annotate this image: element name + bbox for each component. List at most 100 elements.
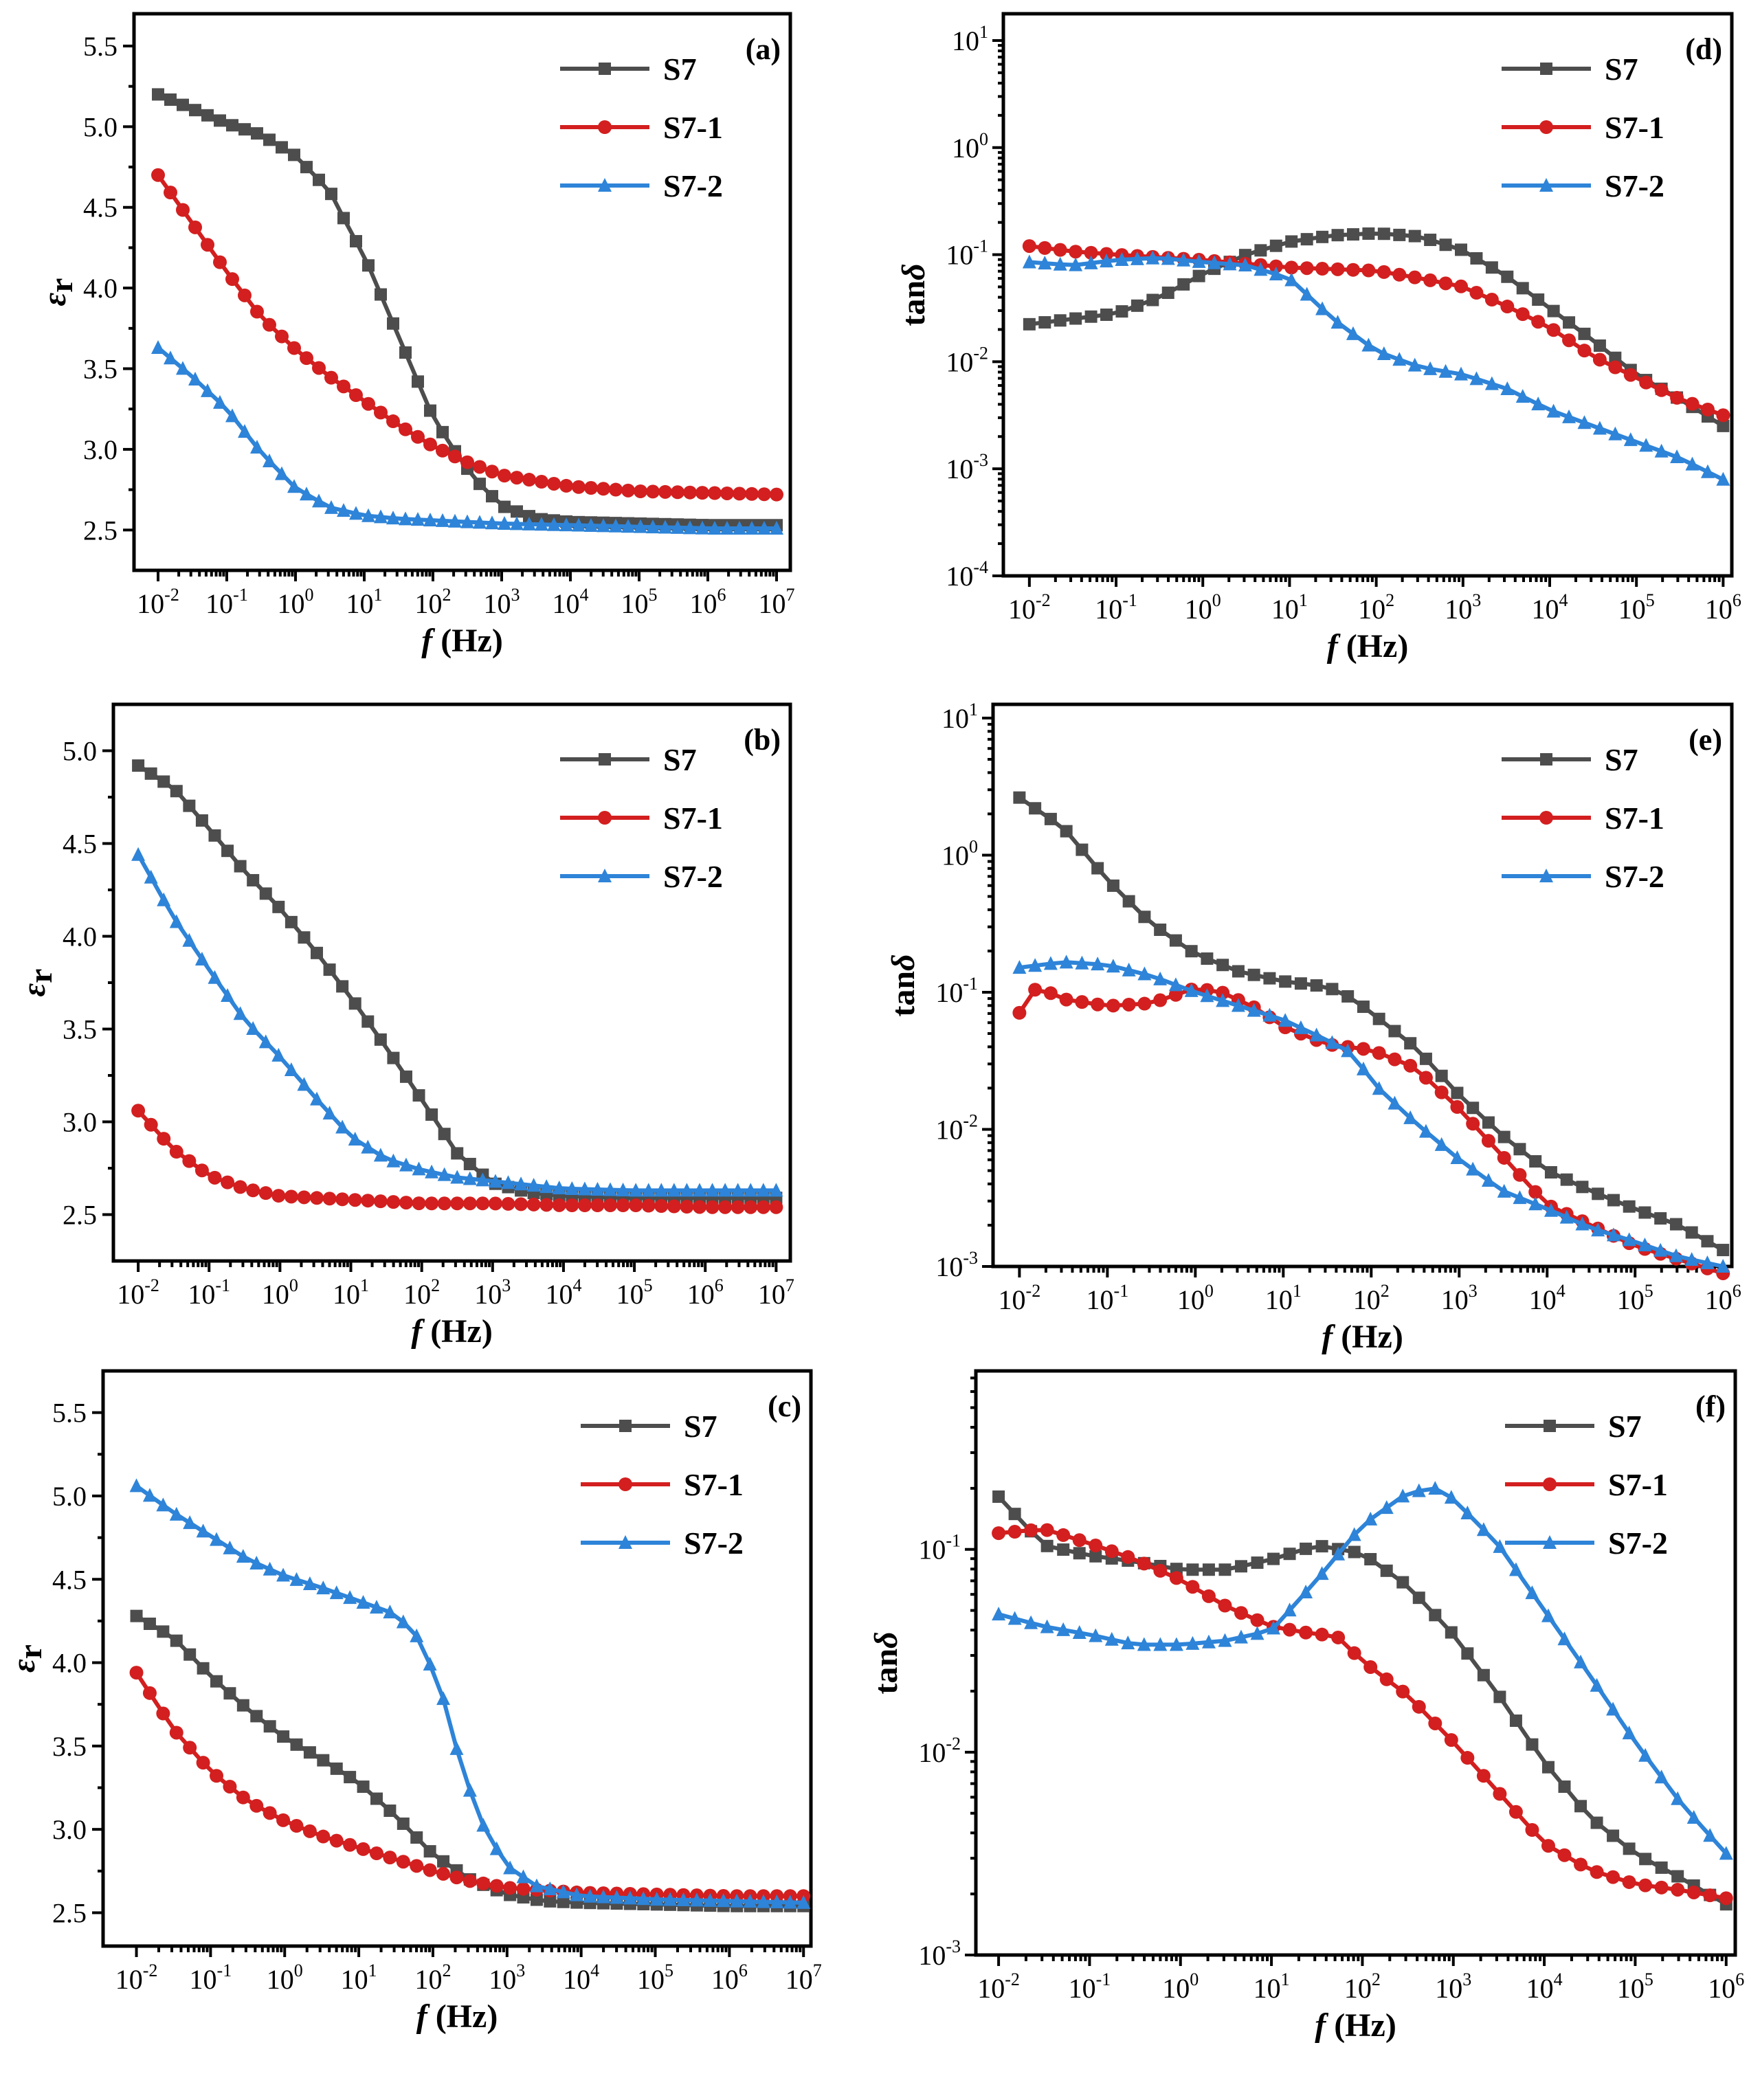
data-point [1703,1828,1717,1842]
data-point [1655,1861,1668,1874]
legend-marker [619,1535,632,1549]
data-point [1562,409,1577,423]
data-point [539,1179,554,1194]
legend-entry: S7-2 [1502,168,1664,203]
data-point [399,1157,413,1172]
data-point [1396,1684,1410,1699]
data-point [369,1846,383,1861]
data-point [1300,233,1313,246]
data-point [1216,959,1229,972]
data-point [1250,1613,1265,1627]
data-point [374,509,388,524]
data-point [288,148,300,161]
data-point [132,759,145,772]
data-point [1685,456,1700,471]
data-point [1563,316,1576,329]
data-point [769,1183,783,1197]
data-point [770,1895,784,1909]
data-point [1372,1012,1385,1025]
data-point [634,484,647,499]
data-point [156,1497,170,1512]
series-line [135,1614,804,1908]
data-point [250,304,264,319]
data-point [473,515,487,529]
y-tick-label: 2.5 [83,515,118,546]
data-point [143,1617,156,1630]
y-tick-label: 3.0 [83,434,118,465]
data-point [277,1730,290,1743]
data-point [460,514,474,528]
data-point [438,1128,451,1141]
data-point [530,1893,543,1906]
data-point [703,1892,717,1907]
legend-marker [598,178,612,192]
data-point [1012,960,1027,974]
data-point [463,1171,477,1185]
series-S7 [1013,791,1730,1257]
data-point [285,915,298,928]
data-point [1438,276,1453,291]
data-point [1654,443,1669,458]
data-point [1115,305,1128,318]
data-point [1444,1490,1458,1504]
data-point [1053,256,1067,271]
data-point [1192,254,1206,268]
y-tick-label: 3.0 [63,1107,97,1138]
data-point [396,1855,410,1869]
data-point [1469,286,1484,300]
data-point [649,1892,664,1906]
data-point [1007,1611,1022,1625]
data-point [1038,256,1052,270]
data-point [1622,1725,1636,1740]
data-point [210,1769,224,1783]
data-point [322,1192,337,1206]
data-point [1701,1235,1714,1248]
data-point [238,123,251,136]
data-point [310,1091,324,1106]
data-point [730,1893,744,1908]
data-point [1608,360,1623,375]
legend-label: S7-1 [1608,1467,1668,1502]
data-point [1559,1209,1574,1224]
x-tick-label: 104 [545,1275,581,1310]
data-point [144,869,158,884]
data-point [1460,1506,1475,1520]
data-point [1137,1556,1151,1571]
data-point [1084,245,1098,260]
x-tick-label: 100 [278,585,314,619]
data-point [1500,300,1515,314]
data-point [236,1790,250,1805]
data-point [425,1196,439,1211]
data-point [142,1488,157,1502]
legend-marker [599,63,611,75]
data-point [356,1842,370,1856]
data-point [169,1145,183,1159]
data-point [1146,250,1160,265]
data-point [1363,1660,1378,1674]
legend-entry: S7 [1502,742,1638,777]
y-tick-label: 10-3 [946,450,988,484]
data-point [1703,1888,1717,1903]
data-point [1654,1769,1669,1784]
data-point [476,1876,491,1890]
data-point [1515,307,1530,322]
data-point [1330,262,1345,276]
data-point [1608,426,1623,440]
data-point [1392,352,1407,366]
data-point [221,1175,235,1189]
data-point [1137,996,1152,1011]
data-point [1719,1846,1733,1860]
data-point [1541,1761,1555,1774]
y-tick-label: 10-1 [918,1531,961,1565]
data-point [1341,990,1355,1003]
data-point [1100,308,1113,321]
x-tick-label: 106 [1708,1969,1744,2004]
data-point [263,1806,277,1820]
data-point [695,520,709,535]
data-point [208,1170,222,1185]
data-point [451,1147,464,1160]
data-point [1461,1647,1474,1660]
data-point [188,220,202,234]
data-point [1484,293,1499,307]
data-point [188,372,202,386]
